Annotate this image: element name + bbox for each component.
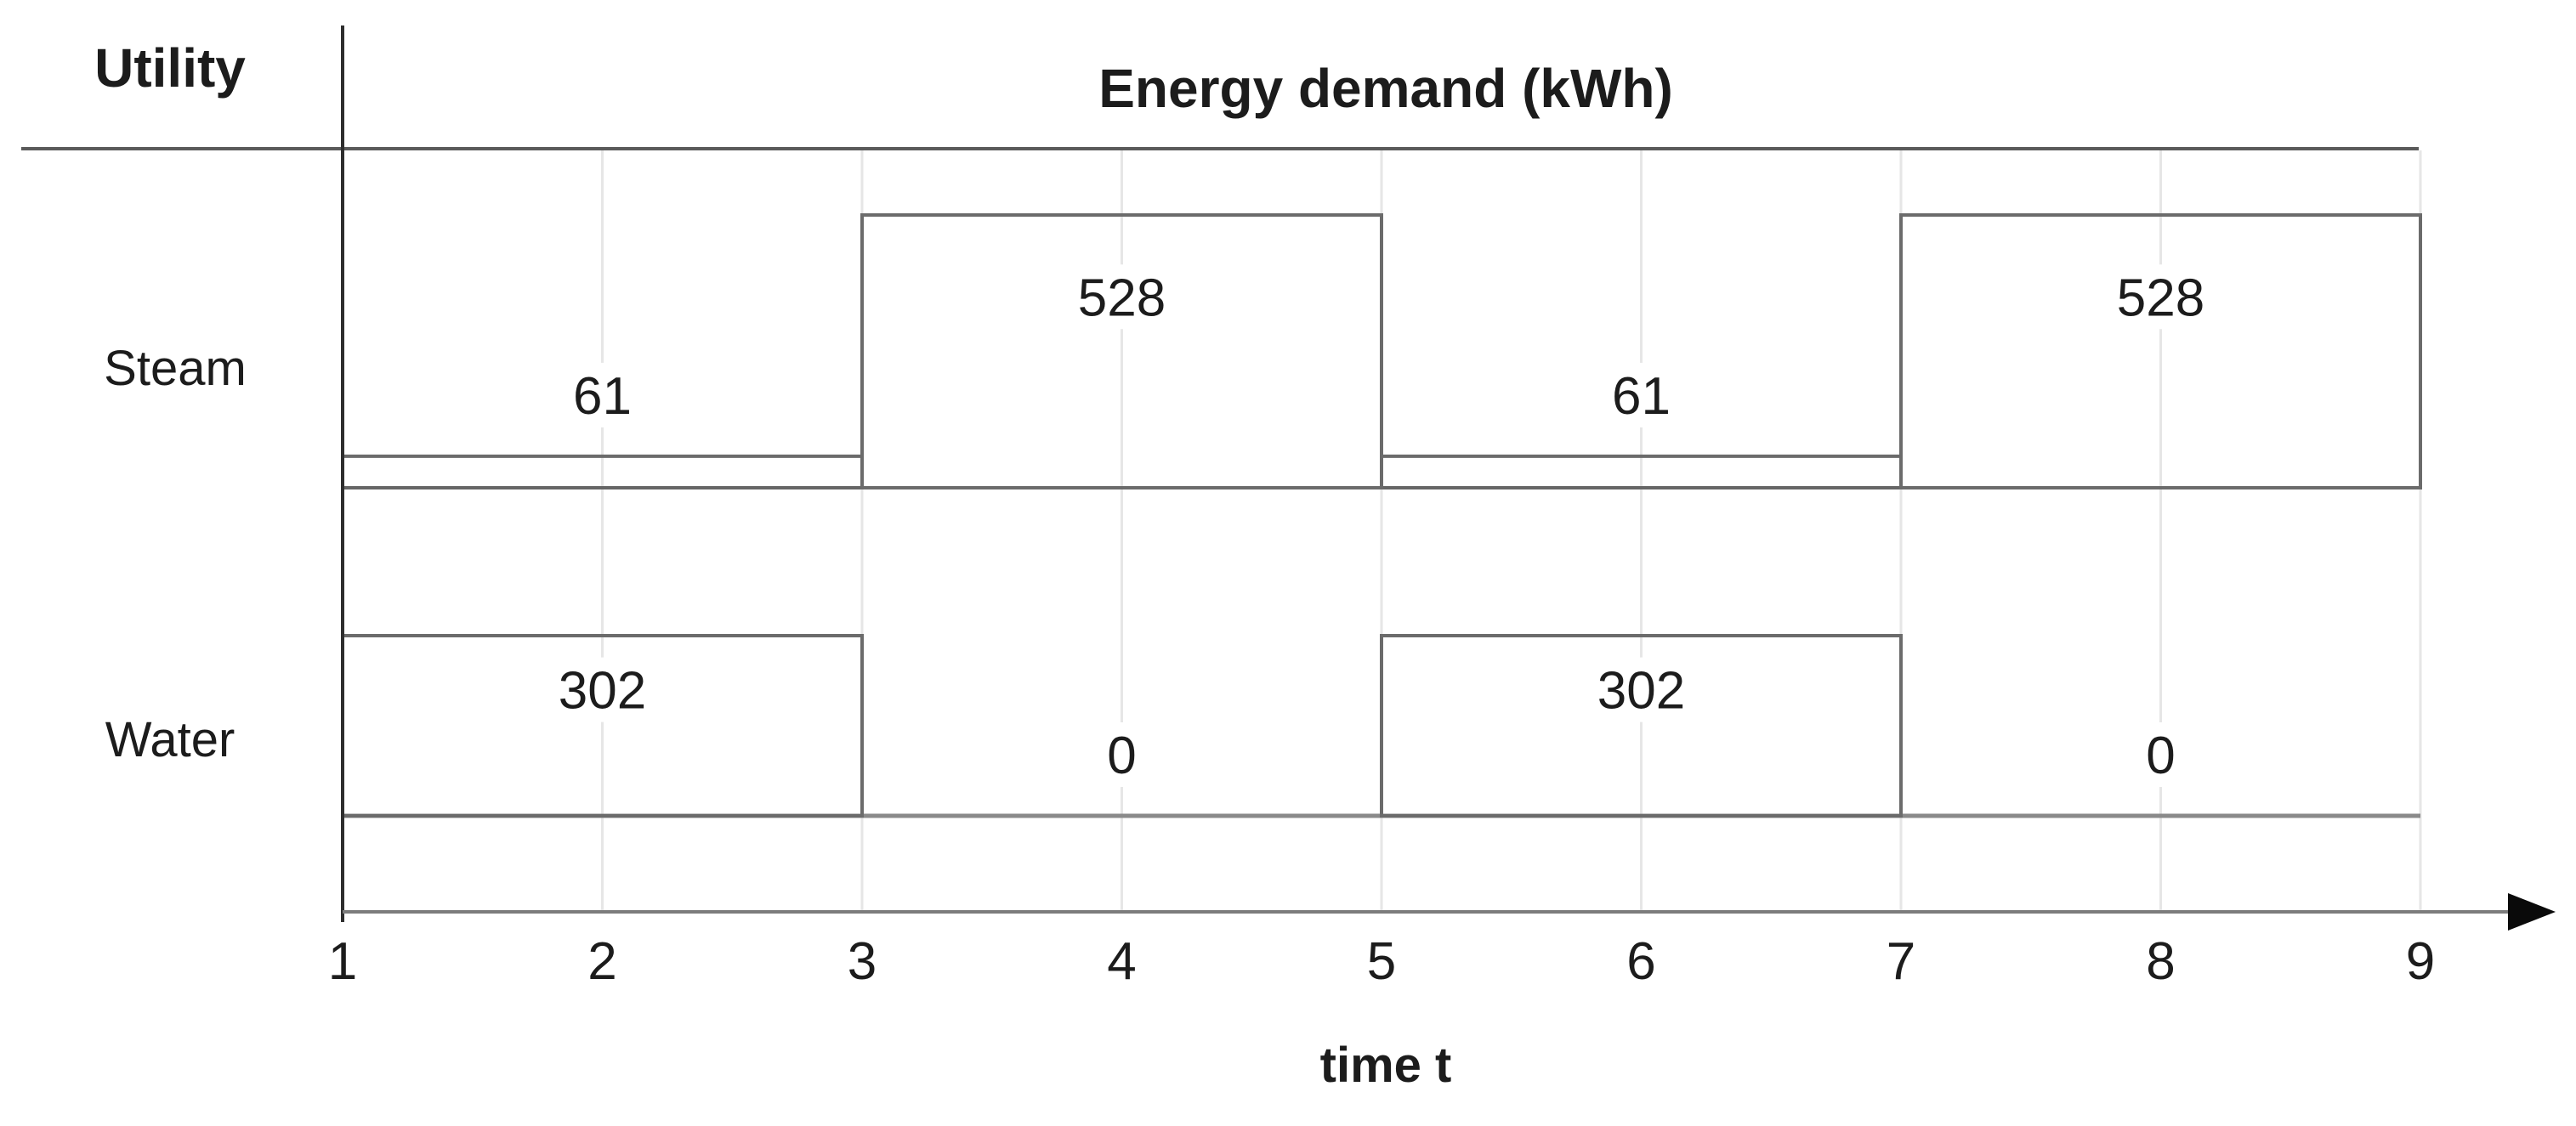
- x-axis-arrow-icon: [2508, 893, 2556, 931]
- value-label-halo: [2135, 722, 2187, 787]
- value-label-halo: [561, 362, 644, 427]
- value-label: 0: [1107, 727, 1136, 785]
- value-label: 302: [1597, 662, 1685, 721]
- water-demand-box: [1380, 633, 1903, 818]
- value-label: 61: [573, 367, 632, 426]
- value-label: 302: [559, 662, 646, 721]
- tick-label: 1: [328, 932, 357, 991]
- row-label-water: Water: [105, 712, 235, 767]
- value-label-halo: [1096, 722, 1148, 787]
- value-label: 61: [1612, 367, 1671, 426]
- value-label-halo: [547, 657, 658, 722]
- tick-label: 6: [1626, 932, 1655, 991]
- tick-label: 3: [848, 932, 877, 991]
- value-label: 528: [2117, 269, 2204, 327]
- x-axis-label: time t: [1319, 1038, 1452, 1093]
- value-label-halo: [1600, 362, 1682, 427]
- tick-label: 8: [2146, 932, 2175, 991]
- value-label-halo: [2105, 264, 2216, 330]
- value-label-halo: [1586, 657, 1697, 722]
- row-label-steam: Steam: [104, 341, 247, 396]
- chart-title: Energy demand (kWh): [1098, 58, 1673, 119]
- tick-label: 7: [1887, 932, 1915, 991]
- steam-demand-box: [860, 212, 1383, 489]
- value-label-halo: [1066, 264, 1177, 330]
- tick-label: 2: [587, 932, 616, 991]
- tick-label: 9: [2406, 932, 2435, 991]
- y-header-label: Utility: [94, 37, 246, 99]
- value-label: 528: [1078, 269, 1166, 327]
- tick-label: 4: [1107, 932, 1136, 991]
- value-label: 0: [2146, 727, 2175, 785]
- tick-label: 5: [1367, 932, 1396, 991]
- steam-demand-box: [1899, 212, 2422, 489]
